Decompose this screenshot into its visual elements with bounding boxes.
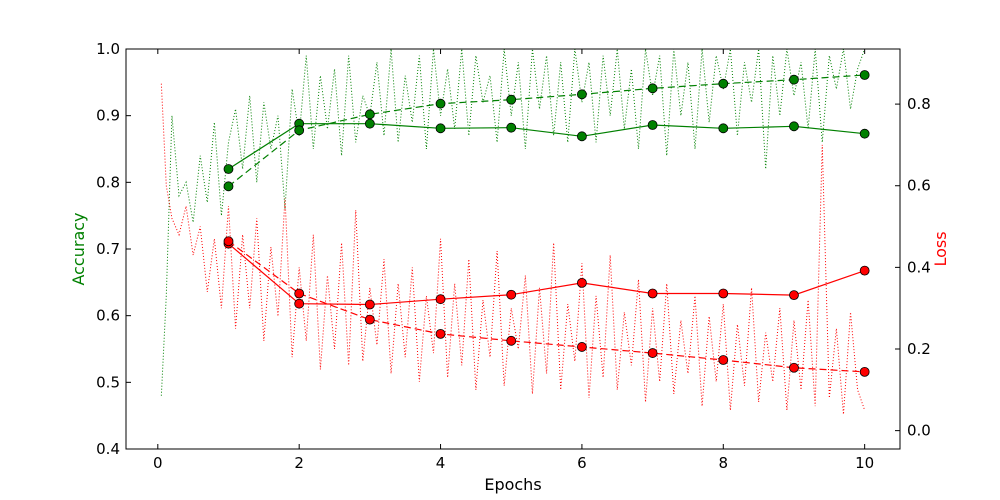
y-left-tick-label: 0.9: [96, 107, 120, 125]
accuracy-dashed-point: [577, 89, 587, 100]
accuracy-solid-point: [577, 131, 587, 142]
loss-dashed-point: [577, 342, 587, 352]
accuracy-solid-point: [364, 118, 375, 129]
accuracy-dotted-line: [160, 49, 866, 396]
series-layer: [160, 49, 870, 415]
accuracy-dashed-point: [364, 109, 375, 120]
y-left-tick-label: 1.0: [96, 40, 120, 58]
loss-solid-point: [364, 299, 375, 310]
accuracy-solid-point: [718, 123, 729, 134]
loss-solid-point: [647, 288, 658, 299]
x-tick-label: 6: [577, 454, 587, 472]
x-tick-label: 0: [153, 454, 163, 472]
loss-solid-point: [435, 294, 446, 305]
accuracy-dashed-point: [718, 78, 729, 89]
x-axis-label: Epochs: [484, 475, 541, 494]
y-axis-right-label: Loss: [931, 231, 950, 266]
accuracy-solid-point: [435, 123, 446, 134]
x-tick-label: 10: [855, 454, 874, 472]
accuracy-dashed-point: [435, 98, 446, 109]
loss-dashed-point: [859, 366, 870, 377]
y-left-tick-label: 0.7: [96, 240, 120, 258]
y-left-tick-label: 0.6: [96, 307, 120, 325]
accuracy-solid-point: [859, 128, 870, 139]
loss-dashed-point: [789, 362, 799, 373]
accuracy-dashed-point: [294, 125, 305, 136]
y-axis-left-label: Accuracy: [69, 212, 88, 285]
accuracy-solid-point: [789, 121, 799, 132]
y-right-tick-label: 0.8: [907, 95, 931, 113]
y-right-tick-label: 0.4: [907, 258, 931, 276]
ticks-layer: 0 2 4 6 8 10 0.4 0.5 0.6 0.7 0.8 0.9 1.0 0.0 0.2 0.4 0.6…: [96, 40, 931, 472]
loss-dashed-point: [364, 314, 375, 325]
accuracy-dashed-point: [223, 181, 234, 192]
y-left-tick-label: 0.8: [96, 173, 120, 191]
loss-solid-line: [228, 243, 865, 306]
loss-dashed-point: [647, 348, 658, 358]
accuracy-solid-point: [506, 122, 517, 133]
accuracy-dashed-point: [647, 83, 658, 94]
loss-dashed-point: [506, 335, 517, 346]
loss-dashed-point: [223, 236, 234, 247]
loss-dashed-point: [718, 355, 729, 365]
loss-dashed-point: [435, 328, 446, 339]
x-tick-label: 2: [294, 454, 304, 472]
y-right-tick-label: 0.2: [907, 340, 931, 358]
loss-dashed-line: [228, 240, 865, 373]
loss-solid-point: [506, 289, 517, 300]
accuracy-dashed-point: [506, 94, 517, 105]
loss-solid-point: [577, 277, 587, 288]
accuracy-dashed-point: [859, 70, 870, 80]
x-tick-label: 8: [719, 454, 729, 472]
y-left-tick-label: 0.4: [96, 440, 120, 458]
y-right-tick-label: 0.0: [907, 422, 931, 440]
y-right-tick-label: 0.6: [907, 177, 931, 195]
loss-solid-point: [859, 265, 870, 276]
loss-solid-point: [789, 290, 799, 301]
accuracy-dashed-point: [789, 74, 799, 85]
accuracy-solid-line: [228, 123, 865, 170]
accuracy-dashed-line: [228, 74, 865, 187]
loss-solid-point: [718, 288, 729, 299]
accuracy-solid-point: [647, 120, 658, 130]
loss-solid-point: [294, 298, 305, 309]
y-left-tick-label: 0.5: [96, 373, 120, 391]
accuracy-solid-point: [223, 164, 234, 174]
x-tick-label: 4: [436, 454, 446, 472]
loss-dashed-point: [294, 288, 305, 299]
